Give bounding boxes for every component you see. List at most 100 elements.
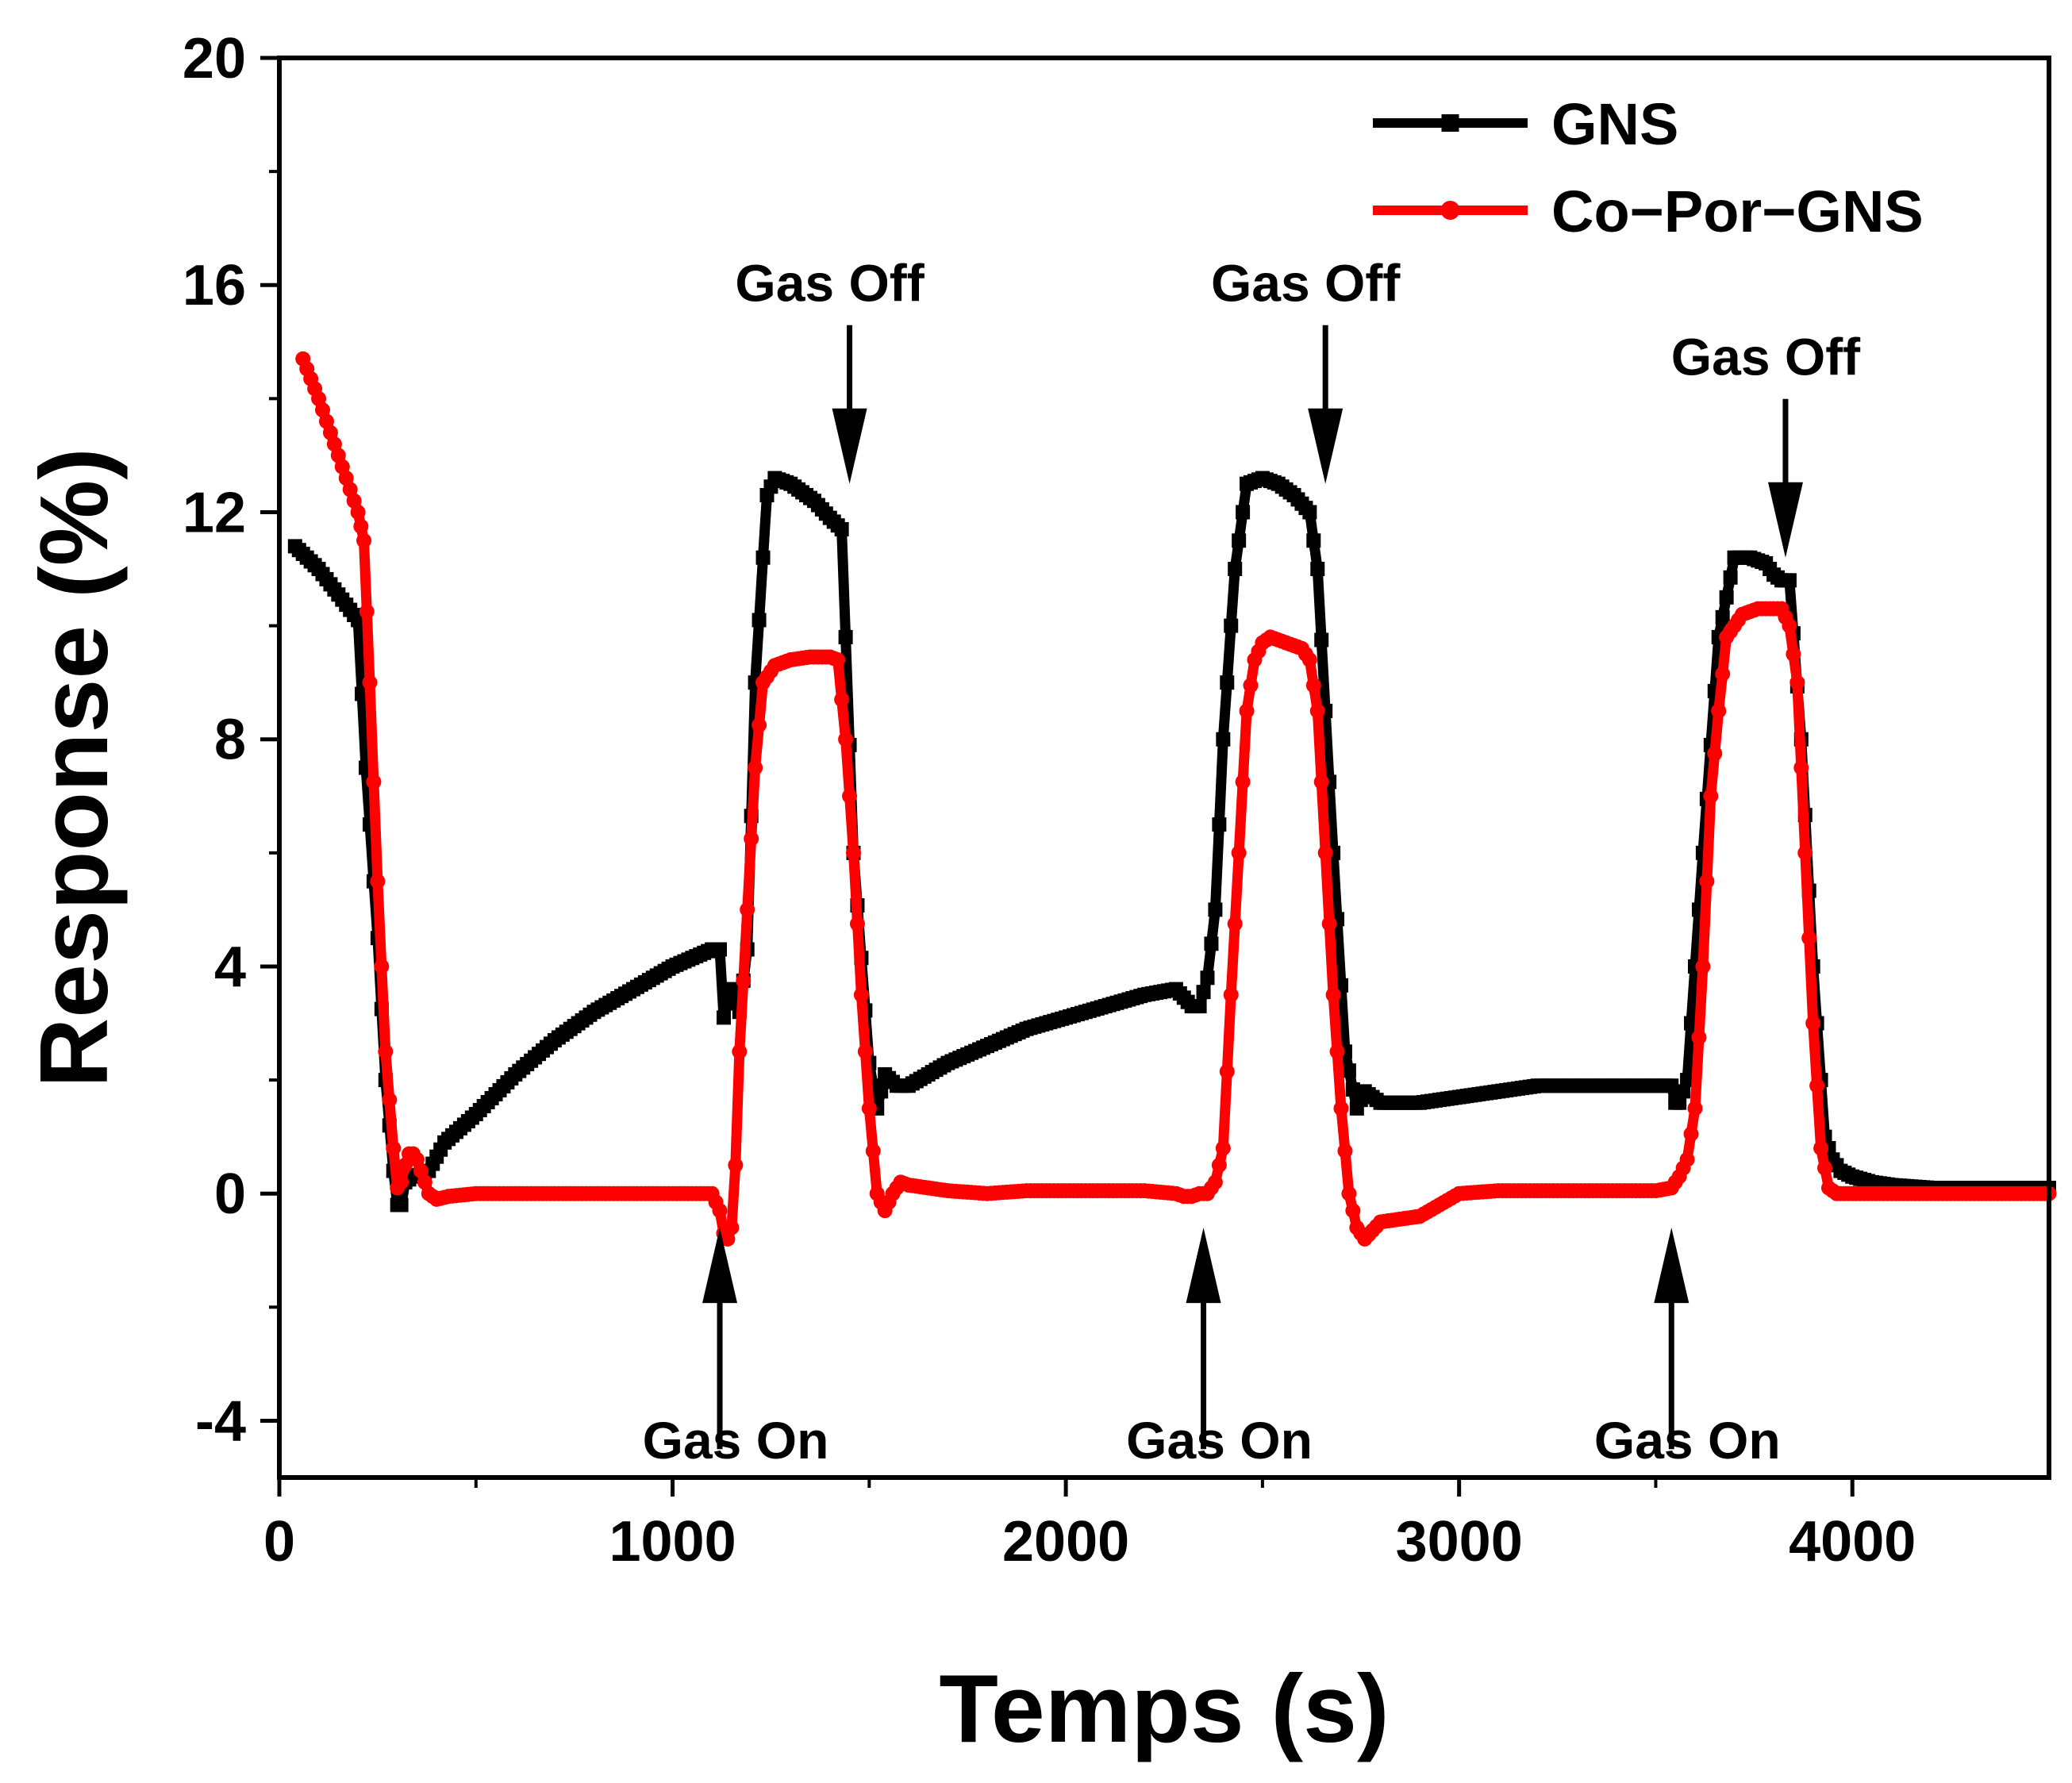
data-point (1813, 1140, 1829, 1156)
data-point (322, 425, 338, 440)
data-point (315, 402, 331, 418)
data-point (1789, 674, 1805, 690)
data-point (1317, 845, 1333, 861)
data-point (849, 916, 865, 932)
gas-on-annotation: Gas On (1594, 1228, 1781, 1470)
arrow-up-icon (1654, 1228, 1690, 1304)
data-point (1687, 1101, 1703, 1116)
data-point (374, 959, 390, 974)
data-point (1228, 562, 1243, 577)
data-point (853, 987, 869, 1003)
data-point (736, 973, 752, 989)
arrow-up-icon (1186, 1228, 1221, 1304)
data-point (1333, 1101, 1349, 1116)
data-point (334, 459, 350, 475)
data-point (1224, 618, 1239, 633)
arrow-down-icon (1308, 408, 1344, 484)
annotation-label: Gas Off (735, 254, 925, 313)
data-point (1676, 1084, 1691, 1099)
data-point (834, 692, 850, 708)
data-point (1691, 1029, 1707, 1045)
data-point (359, 604, 375, 620)
data-point (740, 901, 755, 917)
y-tick-label: -4 (195, 1389, 246, 1453)
data-point (1301, 652, 1317, 668)
data-point (724, 1220, 740, 1235)
legend: GNS Co−Por−GNS (1373, 91, 1924, 244)
gas-off-annotation: Gas Off (1211, 254, 1401, 484)
data-point (728, 1157, 744, 1173)
gas-on-annotation: Gas On (643, 1228, 828, 1470)
data-point (1236, 505, 1251, 520)
data-point (1309, 703, 1325, 719)
data-point (1786, 646, 1801, 662)
data-point (1341, 1063, 1356, 1078)
data-point (1695, 959, 1711, 974)
data-point (1703, 788, 1719, 804)
data-point (1809, 1078, 1825, 1093)
data-point (1321, 916, 1337, 932)
data-point (417, 1174, 432, 1190)
data-point (1805, 1016, 1821, 1032)
data-point (744, 831, 759, 847)
data-point (1801, 930, 1817, 946)
data-point (1715, 666, 1731, 682)
legend-marker (1441, 114, 1459, 132)
annotation-label: Gas Off (1671, 328, 1861, 386)
x-tick-label: 2000 (1002, 1510, 1129, 1574)
data-point (724, 982, 739, 997)
data-point (1208, 902, 1223, 917)
data-point (1235, 774, 1251, 790)
data-point (1313, 774, 1329, 790)
data-point (1719, 590, 1734, 605)
data-point (1797, 845, 1813, 861)
data-point (1782, 573, 1797, 588)
annotation-label: Gas Off (1211, 254, 1401, 313)
series-co-por-gns (295, 351, 2057, 1247)
data-point (1207, 1174, 1223, 1190)
data-point (830, 652, 846, 668)
data-point (311, 390, 327, 406)
data-point (1723, 570, 1738, 585)
data-point (752, 613, 767, 628)
data-point (386, 1140, 402, 1156)
data-point (1314, 632, 1329, 647)
data-point (1306, 533, 1321, 548)
data-point (1223, 987, 1239, 1003)
data-point (713, 942, 728, 957)
data-point (1204, 936, 1219, 951)
x-tick-label: 1000 (609, 1510, 736, 1574)
x-tick-label: 0 (263, 1510, 295, 1574)
annotation-label: Gas On (1126, 1411, 1313, 1470)
arrow-down-icon (1767, 482, 1803, 558)
data-point (362, 674, 378, 690)
data-point (842, 788, 858, 804)
data-point (413, 1163, 429, 1179)
data-point (755, 550, 771, 565)
data-point (1215, 1140, 1231, 1156)
data-point (1243, 678, 1259, 694)
data-point (356, 532, 372, 548)
data-point (1232, 533, 1247, 548)
data-point (1325, 987, 1341, 1003)
data-point (1337, 1143, 1353, 1159)
data-point (338, 471, 354, 486)
y-tick-label: 8 (214, 709, 246, 772)
data-point (1227, 916, 1243, 932)
data-point (857, 1043, 873, 1059)
data-point (838, 732, 854, 747)
data-point (342, 482, 358, 498)
data-point (1302, 505, 1317, 520)
gas-on-annotation: Gas On (1126, 1228, 1313, 1470)
data-point (366, 774, 382, 790)
data-point (720, 1231, 736, 1247)
data-point (1664, 1078, 1679, 1093)
data-point (409, 1151, 425, 1167)
arrow-up-icon (702, 1228, 738, 1304)
data-point (398, 1157, 413, 1173)
data-point (1216, 732, 1231, 747)
data-point (846, 845, 862, 861)
legend-marker (1440, 201, 1460, 220)
data-point (1683, 1126, 1699, 1142)
data-point (1239, 703, 1255, 719)
